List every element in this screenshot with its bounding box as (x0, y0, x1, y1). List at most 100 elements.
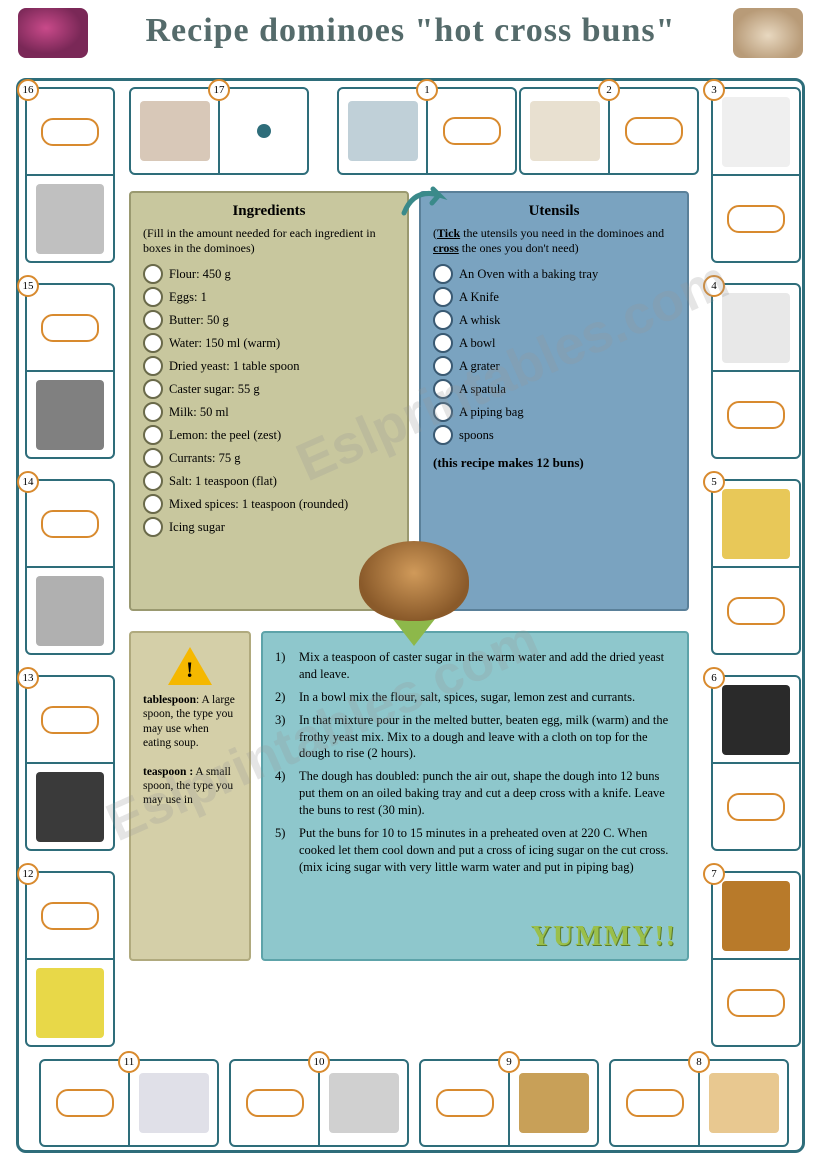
domino-number-badge: 17 (208, 79, 230, 101)
ingredient-item: Eggs: 1 (143, 287, 395, 307)
answer-box[interactable] (56, 1089, 114, 1117)
ingredient-item: Currants: 75 g (143, 448, 395, 468)
ingredients-list: Flour: 450 gEggs: 1Butter: 50 gWater: 15… (143, 264, 395, 537)
domino-4: 4 (711, 283, 801, 459)
utensil-item: An Oven with a baking tray (433, 264, 675, 284)
domino-number-badge: 7 (703, 863, 725, 885)
utensil-label: spoons (459, 428, 494, 443)
checkbox-bubble[interactable] (433, 264, 453, 284)
utensils-list: An Oven with a baking tray A Knife A whisk… (433, 264, 675, 445)
lemon-image (36, 968, 104, 1038)
checkbox-bubble[interactable] (433, 310, 453, 330)
hot-cross-buns-image (359, 541, 469, 621)
ingredients-subtitle: (Fill in the amount needed for each ingr… (143, 226, 395, 256)
checkbox-bubble[interactable] (433, 287, 453, 307)
step-item: 4)The dough has doubled: punch the air o… (275, 768, 675, 819)
checkbox-bubble[interactable] (143, 402, 163, 422)
checkbox-bubble[interactable] (143, 494, 163, 514)
ingredient-item: Butter: 50 g (143, 310, 395, 330)
answer-box[interactable] (41, 902, 99, 930)
checkbox-bubble[interactable] (433, 402, 453, 422)
answer-box[interactable] (727, 989, 785, 1017)
spice-powder-image (722, 881, 790, 951)
center-content: Ingredients (Fill in the amount needed f… (129, 191, 692, 1040)
decoration-easter-eggs (18, 8, 88, 58)
frying-pan-image (36, 772, 104, 842)
arrow-ingredients-to-utensils-icon (399, 183, 449, 221)
answer-box[interactable] (727, 597, 785, 625)
checkbox-bubble[interactable] (143, 264, 163, 284)
answer-box[interactable] (41, 314, 99, 342)
step-number: 3) (275, 712, 299, 763)
ingredient-label: Milk: 50 ml (169, 405, 229, 420)
checkbox-bubble[interactable] (143, 356, 163, 376)
domino-10: 10 (229, 1059, 409, 1147)
tick-word: Tick (437, 226, 460, 240)
egg-image (709, 1073, 779, 1133)
utensil-item: A Knife (433, 287, 675, 307)
domino-5: 5 (711, 479, 801, 655)
domino-number-badge: 10 (308, 1051, 330, 1073)
ingredient-label: Currants: 75 g (169, 451, 241, 466)
domino-6: 6 (711, 675, 801, 851)
ingredient-label: Icing sugar (169, 520, 225, 535)
checkbox-bubble[interactable] (433, 333, 453, 353)
answer-box[interactable] (727, 205, 785, 233)
checkbox-bubble[interactable] (433, 379, 453, 399)
domino-7: 7 (711, 871, 801, 1047)
domino-number-badge: 1 (416, 79, 438, 101)
answer-box[interactable] (727, 793, 785, 821)
answer-box[interactable] (443, 117, 501, 145)
checkbox-bubble[interactable] (143, 333, 163, 353)
utensil-item: A piping bag (433, 402, 675, 422)
domino-board: 1712345678910111213141516 Ingredients (F… (16, 78, 805, 1153)
icing-sugar-bowl-image (139, 1073, 209, 1133)
ingredient-label: Eggs: 1 (169, 290, 207, 305)
checkbox-bubble[interactable] (143, 310, 163, 330)
answer-box[interactable] (625, 117, 683, 145)
answer-box[interactable] (727, 401, 785, 429)
domino-16: 16 (25, 87, 115, 263)
utensil-item: A whisk (433, 310, 675, 330)
utensil-label: A whisk (459, 313, 500, 328)
utensil-item: A grater (433, 356, 675, 376)
decoration-bunny (733, 8, 803, 58)
title-bar: Recipe dominoes "hot cross buns" (0, 0, 821, 54)
ingredient-item: Dried yeast: 1 table spoon (143, 356, 395, 376)
answer-box[interactable] (626, 1089, 684, 1117)
whisk-bowl-image (36, 184, 104, 254)
answer-box[interactable] (41, 510, 99, 538)
answer-box[interactable] (436, 1089, 494, 1117)
utensil-label: A piping bag (459, 405, 524, 420)
ingredient-label: Lemon: the peel (zest) (169, 428, 281, 443)
checkbox-bubble[interactable] (433, 356, 453, 376)
utensil-label: A Knife (459, 290, 499, 305)
answer-box[interactable] (41, 118, 99, 146)
checkbox-bubble[interactable] (143, 425, 163, 445)
domino-number-badge: 6 (703, 667, 725, 689)
checkbox-bubble[interactable] (143, 379, 163, 399)
domino-15: 15 (25, 283, 115, 459)
steps-list: 1)Mix a teaspoon of caster sugar in the … (275, 649, 675, 876)
checkbox-bubble[interactable] (143, 287, 163, 307)
step-text: Mix a teaspoon of caster sugar in the wa… (299, 649, 675, 683)
ingredient-item: Milk: 50 ml (143, 402, 395, 422)
checkbox-bubble[interactable] (143, 517, 163, 537)
recipe-yield-note: (this recipe makes 12 buns) (433, 455, 675, 471)
cross-word: cross (433, 241, 459, 255)
checkbox-bubble[interactable] (433, 425, 453, 445)
step-text: Put the buns for 10 to 15 minutes in a p… (299, 825, 675, 876)
sugar-bowl-image (722, 97, 790, 167)
step-item: 1)Mix a teaspoon of caster sugar in the … (275, 649, 675, 683)
teaspoon-term: teaspoon : (143, 766, 193, 778)
answer-box[interactable] (41, 706, 99, 734)
domino-dot (257, 124, 271, 138)
checkbox-bubble[interactable] (143, 471, 163, 491)
step-item: 5)Put the buns for 10 to 15 minutes in a… (275, 825, 675, 876)
utensil-item: spoons (433, 425, 675, 445)
utensils-panel: Utensils (Tick the utensils you need in … (419, 191, 689, 611)
step-item: 3)In that mixture pour in the melted but… (275, 712, 675, 763)
checkbox-bubble[interactable] (143, 448, 163, 468)
answer-box[interactable] (246, 1089, 304, 1117)
ingredient-item: Lemon: the peel (zest) (143, 425, 395, 445)
